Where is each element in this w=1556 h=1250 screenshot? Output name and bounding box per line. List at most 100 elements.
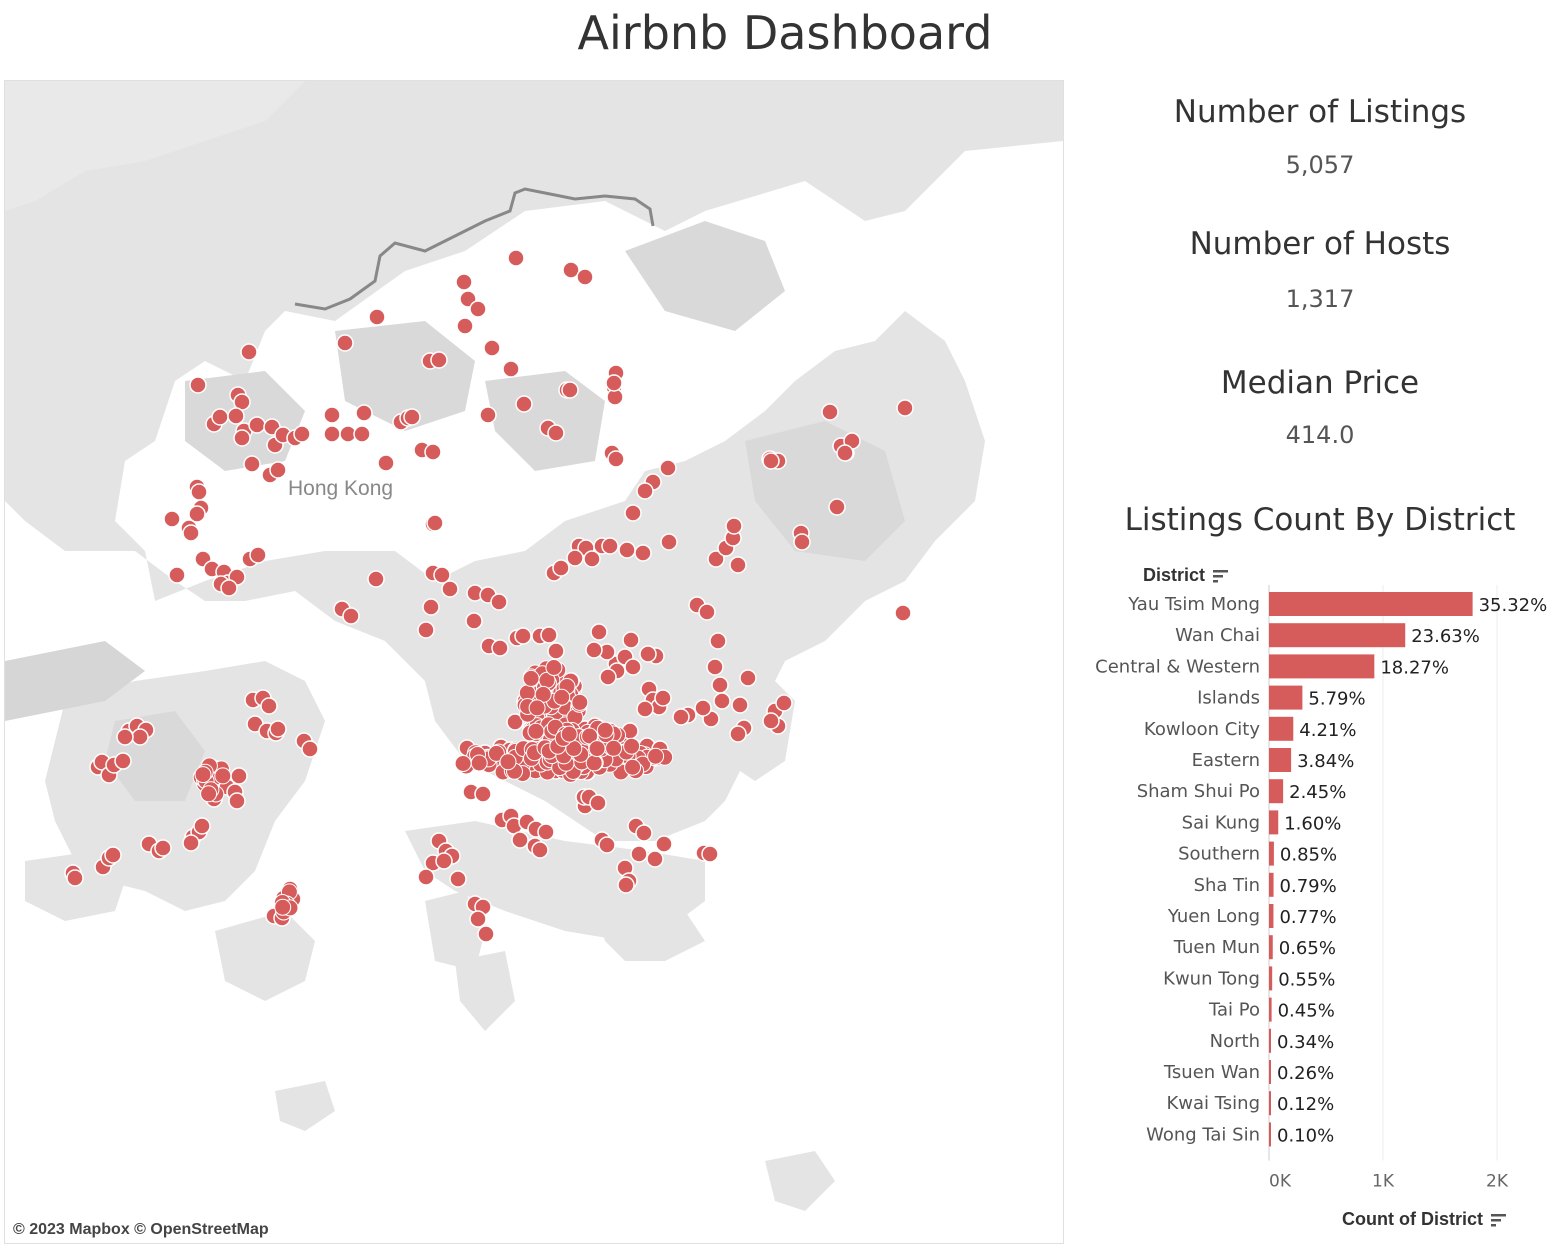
listing-marker[interactable] [646,850,664,868]
bar-row[interactable]: Kwun Tong 0.55% [1163,966,1335,991]
listing-marker[interactable] [514,627,532,645]
listing-marker[interactable] [654,689,672,707]
bar-row[interactable]: Tuen Mun 0.65% [1173,935,1336,960]
listing-marker[interactable] [507,249,525,267]
listing-marker[interactable] [647,747,665,765]
bar-row[interactable]: Central & Western 18.27% [1095,654,1449,679]
listing-marker[interactable] [605,739,623,757]
listing-marker[interactable] [168,566,186,584]
listing-marker[interactable] [455,273,473,291]
listing-marker[interactable] [104,846,122,864]
listing-marker[interactable] [469,910,487,928]
listing-marker[interactable] [576,268,594,286]
listing-marker[interactable] [531,841,549,859]
listing-marker[interactable] [422,598,440,616]
listing-marker[interactable] [639,645,657,663]
listing-marker[interactable] [433,566,451,584]
listing-marker[interactable] [248,416,266,434]
listing-marker[interactable] [552,559,570,577]
listing-marker[interactable] [624,758,642,776]
listing-marker[interactable] [502,360,520,378]
listing-marker[interactable] [487,744,505,762]
district-bar-chart[interactable]: Yau Tsim Mong 35.32% Wan Chai 23.63% Central… [1080,585,1556,1205]
listing-marker[interactable] [193,817,211,835]
listing-marker[interactable] [368,308,386,326]
listing-marker[interactable] [293,425,311,443]
bar-row[interactable]: Islands 5.79% [1197,685,1366,710]
bar[interactable] [1269,1091,1271,1116]
listing-marker[interactable] [269,720,287,738]
listing-marker[interactable] [713,692,731,710]
listing-marker[interactable] [581,727,599,745]
listing-marker[interactable] [636,482,654,500]
listing-marker[interactable] [622,631,640,649]
listing-marker[interactable] [456,317,474,335]
listing-marker[interactable] [540,626,558,644]
listing-marker[interactable] [220,579,238,597]
listing-marker[interactable] [515,395,533,413]
bar-row[interactable]: Kwai Tsing 0.12% [1166,1091,1334,1116]
bar-row[interactable]: Southern 0.85% [1178,841,1337,866]
listing-marker[interactable] [188,505,206,523]
listing-marker[interactable] [377,454,395,472]
listing-marker[interactable] [762,712,780,730]
listing-marker[interactable] [623,737,641,755]
listing-marker[interactable] [163,510,181,528]
listing-marker[interactable] [469,300,487,318]
bar-row[interactable]: Tai Po 0.45% [1208,997,1335,1022]
listing-marker[interactable] [659,459,677,477]
bar-row[interactable]: Sai Kung 1.60% [1182,810,1342,835]
listing-marker[interactable] [477,925,495,943]
listing-marker[interactable] [596,721,614,739]
listing-marker[interactable] [490,593,508,611]
listing-marker[interactable] [454,755,472,772]
listing-marker[interactable] [483,339,501,357]
listing-marker[interactable] [228,792,246,810]
bar[interactable] [1269,872,1274,897]
listing-marker[interactable] [528,699,546,717]
bar[interactable] [1269,716,1294,741]
listing-marker[interactable] [739,669,757,687]
listing-marker[interactable] [403,408,421,426]
listing-marker[interactable] [836,444,854,462]
listing-marker[interactable] [211,408,229,426]
listing-marker[interactable] [470,754,488,772]
listing-marker[interactable] [655,835,673,853]
listing-marker[interactable] [499,753,517,771]
listing-marker[interactable] [353,425,371,443]
listing-marker[interactable] [762,452,780,470]
listing-marker[interactable] [527,722,545,740]
listing-marker[interactable] [585,754,603,772]
bar[interactable] [1269,1028,1271,1053]
listing-marker[interactable] [821,403,839,421]
listing-marker[interactable] [896,399,914,417]
listing-marker[interactable] [301,740,319,758]
listing-marker[interactable] [417,868,435,886]
sort-icon[interactable] [1213,568,1229,584]
listing-marker[interactable] [547,424,565,442]
bar[interactable] [1269,935,1273,960]
bar[interactable] [1269,841,1274,866]
listing-marker[interactable] [634,544,652,562]
listing-marker[interactable] [537,823,555,841]
listing-marker[interactable] [506,713,524,731]
listing-marker[interactable] [417,621,435,639]
listing-marker[interactable] [729,556,747,574]
listing-marker[interactable] [553,688,571,706]
listing-marker[interactable] [355,404,373,422]
listing-marker[interactable] [249,546,267,564]
bar-row[interactable]: Sha Tin 0.79% [1194,872,1337,897]
bar-row[interactable]: Yau Tsim Mong 35.32% [1127,592,1547,616]
listing-marker[interactable] [194,766,212,784]
listing-marker[interactable] [491,639,509,657]
listing-marker[interactable] [607,450,625,468]
listing-marker[interactable] [701,845,719,863]
listing-marker[interactable] [545,659,563,676]
listing-marker[interactable] [585,641,603,659]
bar-row[interactable]: Yuen Long 0.77% [1167,904,1337,928]
listing-marker[interactable] [424,443,442,461]
bar[interactable] [1269,623,1406,648]
count-axis-caption[interactable]: Count of District [1342,1209,1507,1230]
listing-marker[interactable] [66,869,84,887]
listing-marker[interactable] [230,767,248,785]
